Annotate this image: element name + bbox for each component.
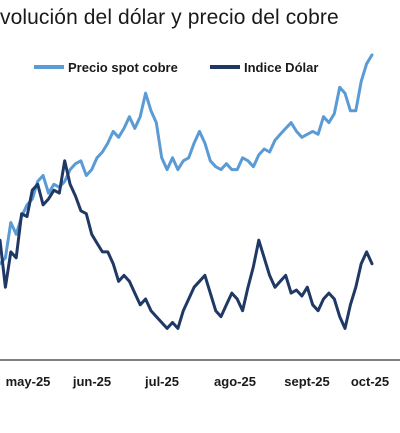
legend-label-dollar: Indice Dólar	[244, 60, 318, 75]
series-layer	[0, 53, 374, 330]
x-tick-label: sept-25	[284, 374, 330, 389]
tick-label-layer: may-25 jun-25 jul-25 ago-25 sept-25 oct-25	[6, 374, 390, 389]
x-tick-label: may-25	[6, 374, 51, 389]
legend-label-copper: Precio spot cobre	[68, 60, 178, 75]
x-tick-label: oct-25	[351, 374, 389, 389]
legend: Precio spot cobre Indice Dólar	[34, 60, 318, 75]
x-tick-label: jun-25	[72, 374, 111, 389]
series-line-copper	[0, 53, 374, 266]
x-tick-label: ago-25	[214, 374, 256, 389]
chart-title: volución del dólar y precio del cobre	[0, 6, 339, 29]
x-tick-label: jul-25	[144, 374, 179, 389]
series-line-dollar	[0, 159, 374, 330]
